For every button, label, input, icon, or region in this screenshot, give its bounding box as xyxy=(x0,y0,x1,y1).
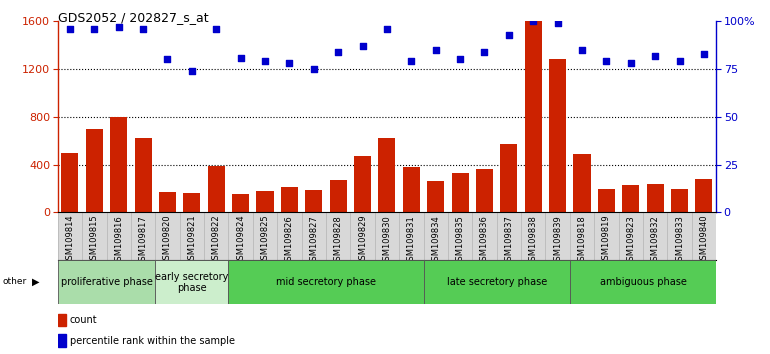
Bar xyxy=(574,154,591,212)
Text: GSM109827: GSM109827 xyxy=(310,215,318,266)
FancyBboxPatch shape xyxy=(229,260,424,304)
Bar xyxy=(256,192,273,212)
Bar xyxy=(451,173,469,212)
Text: GSM109825: GSM109825 xyxy=(260,215,269,266)
Text: GSM109826: GSM109826 xyxy=(285,215,294,266)
Text: GSM109821: GSM109821 xyxy=(187,215,196,266)
Text: GSM109819: GSM109819 xyxy=(602,215,611,266)
Text: GSM109823: GSM109823 xyxy=(626,215,635,266)
Text: GSM109817: GSM109817 xyxy=(139,215,148,266)
Text: GDS2052 / 202827_s_at: GDS2052 / 202827_s_at xyxy=(58,11,209,24)
Bar xyxy=(135,138,152,212)
FancyBboxPatch shape xyxy=(156,260,229,304)
Point xyxy=(503,32,515,38)
Text: GSM109831: GSM109831 xyxy=(407,215,416,266)
Point xyxy=(380,26,393,32)
Text: GSM109837: GSM109837 xyxy=(504,215,514,266)
FancyBboxPatch shape xyxy=(424,260,570,304)
Bar xyxy=(208,166,225,212)
Text: GSM109840: GSM109840 xyxy=(699,215,708,266)
Point xyxy=(478,49,490,55)
Text: GSM109832: GSM109832 xyxy=(651,215,660,266)
Text: GSM109816: GSM109816 xyxy=(114,215,123,266)
Bar xyxy=(598,188,615,212)
Point xyxy=(601,58,613,64)
Text: ▶: ▶ xyxy=(32,276,40,286)
Bar xyxy=(427,181,444,212)
Point xyxy=(624,61,637,66)
Point xyxy=(551,20,564,26)
Point xyxy=(405,58,417,64)
Bar xyxy=(159,192,176,212)
Bar xyxy=(622,185,639,212)
Point xyxy=(576,47,588,53)
Point xyxy=(210,26,223,32)
Bar xyxy=(305,190,323,212)
Bar xyxy=(85,129,103,212)
Point xyxy=(698,51,710,57)
Text: GSM109820: GSM109820 xyxy=(163,215,172,266)
Point xyxy=(186,68,198,74)
Text: late secretory phase: late secretory phase xyxy=(447,277,547,287)
Bar xyxy=(183,193,200,212)
Point xyxy=(259,58,271,64)
Bar xyxy=(110,117,127,212)
Text: GSM109836: GSM109836 xyxy=(480,215,489,266)
Bar xyxy=(378,138,396,212)
Text: GSM109815: GSM109815 xyxy=(90,215,99,266)
Point xyxy=(673,58,685,64)
Text: ambiguous phase: ambiguous phase xyxy=(600,277,686,287)
Point xyxy=(527,18,539,24)
Text: mid secretory phase: mid secretory phase xyxy=(276,277,376,287)
Point xyxy=(283,61,296,66)
Text: GSM109835: GSM109835 xyxy=(456,215,464,266)
Point xyxy=(307,66,320,72)
Text: GSM109839: GSM109839 xyxy=(553,215,562,266)
Bar xyxy=(671,188,688,212)
Bar xyxy=(524,21,542,212)
Text: GSM109824: GSM109824 xyxy=(236,215,245,266)
Point xyxy=(112,24,125,30)
Bar xyxy=(58,314,65,326)
FancyBboxPatch shape xyxy=(58,260,156,304)
Text: GSM109829: GSM109829 xyxy=(358,215,367,266)
Bar xyxy=(695,179,712,212)
Point xyxy=(332,49,344,55)
Bar xyxy=(500,144,517,212)
Text: GSM109814: GSM109814 xyxy=(65,215,75,266)
Text: GSM109833: GSM109833 xyxy=(675,215,684,266)
Point xyxy=(454,57,466,62)
Point xyxy=(88,26,100,32)
Text: GSM109828: GSM109828 xyxy=(333,215,343,266)
Bar xyxy=(62,153,79,212)
Bar xyxy=(58,334,65,347)
Point xyxy=(137,26,149,32)
Bar xyxy=(330,180,346,212)
Text: other: other xyxy=(2,277,26,286)
Bar xyxy=(403,167,420,212)
Text: percentile rank within the sample: percentile rank within the sample xyxy=(69,336,235,346)
Point xyxy=(234,55,246,61)
Point xyxy=(357,43,369,49)
Bar xyxy=(476,169,493,212)
Point xyxy=(430,47,442,53)
Text: GSM109822: GSM109822 xyxy=(212,215,221,266)
Point xyxy=(64,26,76,32)
Text: GSM109834: GSM109834 xyxy=(431,215,440,266)
Bar xyxy=(281,187,298,212)
Bar xyxy=(647,184,664,212)
Text: GSM109830: GSM109830 xyxy=(383,215,391,266)
FancyBboxPatch shape xyxy=(570,260,716,304)
Text: early secretory
phase: early secretory phase xyxy=(156,272,229,293)
Bar xyxy=(232,194,249,212)
Bar xyxy=(549,59,566,212)
Point xyxy=(161,57,173,62)
Text: GSM109818: GSM109818 xyxy=(578,215,587,266)
Text: proliferative phase: proliferative phase xyxy=(61,277,152,287)
Bar xyxy=(354,156,371,212)
Text: GSM109838: GSM109838 xyxy=(529,215,537,266)
Point xyxy=(649,53,661,58)
Text: count: count xyxy=(69,315,97,325)
